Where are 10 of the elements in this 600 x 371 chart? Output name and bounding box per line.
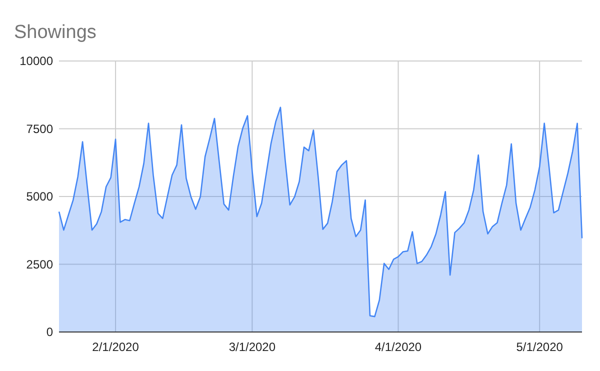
x-tick-label: 3/1/2020 bbox=[228, 340, 276, 354]
y-tick-label: 0 bbox=[46, 325, 54, 340]
y-tick-label: 10000 bbox=[20, 54, 54, 68]
x-tick-label: 5/1/2020 bbox=[516, 340, 564, 354]
chart-title: Showings bbox=[14, 22, 96, 43]
x-tick-label: 4/1/2020 bbox=[374, 340, 422, 354]
y-tick-label: 2500 bbox=[26, 257, 54, 272]
y-tick-label: 5000 bbox=[26, 190, 54, 204]
y-tick-label: 7500 bbox=[26, 122, 54, 136]
x-tick-label: 2/1/2020 bbox=[92, 340, 140, 354]
